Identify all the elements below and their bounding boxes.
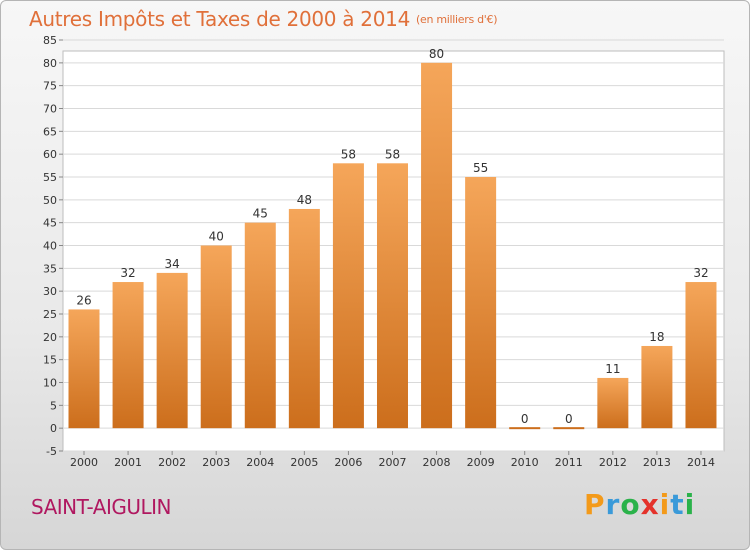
y-tick-label: 15 — [43, 354, 57, 367]
y-tick-label: 70 — [43, 103, 57, 116]
data-label: 48 — [297, 193, 312, 207]
bar — [200, 245, 232, 429]
data-label: 45 — [253, 207, 268, 221]
x-tick-label: 2012 — [599, 456, 627, 469]
x-tick-label: 2013 — [643, 456, 671, 469]
y-tick-label: 35 — [43, 262, 57, 275]
y-tick-label: 85 — [43, 34, 57, 47]
data-label: 58 — [385, 147, 400, 161]
logo-letter: P — [584, 488, 606, 521]
bar — [156, 272, 188, 429]
data-label: 34 — [164, 257, 179, 271]
y-tick-label: 60 — [43, 148, 57, 161]
y-tick-label: 0 — [50, 422, 57, 435]
y-tick-label: 25 — [43, 308, 57, 321]
y-tick-label: -5 — [46, 445, 57, 458]
bar — [509, 427, 541, 430]
x-tick-label: 2008 — [423, 456, 451, 469]
y-tick-label: 40 — [43, 240, 57, 253]
bar — [112, 282, 144, 429]
bar — [68, 309, 100, 429]
y-tick-label: 45 — [43, 217, 57, 230]
unit-note: (en milliers d'€) — [416, 13, 498, 26]
y-tick-label: 20 — [43, 331, 57, 344]
data-label: 80 — [429, 47, 444, 61]
y-tick-label: 75 — [43, 80, 57, 93]
data-label: 0 — [565, 412, 573, 426]
x-tick-label: 2003 — [202, 456, 230, 469]
y-tick-label: 55 — [43, 171, 57, 184]
bar — [553, 427, 585, 430]
bar — [641, 345, 673, 429]
bar — [244, 222, 276, 429]
logo-letter: o — [620, 488, 641, 521]
x-tick-label: 2000 — [70, 456, 98, 469]
data-label: 0 — [521, 412, 529, 426]
bar — [376, 163, 408, 429]
logo-letter: r — [605, 488, 621, 521]
y-tick-label: 30 — [43, 285, 57, 298]
x-tick-label: 2007 — [378, 456, 406, 469]
y-tick-label: 10 — [43, 377, 57, 390]
x-tick-label: 2001 — [114, 456, 142, 469]
data-label: 40 — [209, 230, 224, 244]
data-label: 32 — [693, 266, 708, 280]
bar — [465, 177, 497, 429]
bar — [685, 282, 717, 429]
data-label: 55 — [473, 161, 488, 175]
data-label: 58 — [341, 147, 356, 161]
x-tick-label: 2014 — [687, 456, 715, 469]
y-tick-label: 65 — [43, 125, 57, 138]
x-tick-label: 2009 — [467, 456, 495, 469]
x-tick-label: 2011 — [555, 456, 583, 469]
logo-letter: x — [640, 488, 660, 521]
proxiti-logo: Proxiti — [584, 488, 695, 521]
x-tick-label: 2002 — [158, 456, 186, 469]
chart-title: Autres Impôts et Taxes de 2000 à 2014 (en… — [29, 7, 498, 31]
bar — [332, 163, 364, 429]
y-tick-label: 80 — [43, 57, 57, 70]
logo-letter: t — [670, 488, 685, 521]
bar — [288, 208, 320, 429]
y-tick-label: 50 — [43, 194, 57, 207]
x-tick-label: 2006 — [334, 456, 362, 469]
bar — [597, 377, 629, 429]
data-label: 11 — [605, 362, 620, 376]
commune-name: SAINT-AIGULIN — [31, 495, 171, 519]
data-label: 26 — [76, 293, 91, 307]
x-tick-label: 2005 — [290, 456, 318, 469]
bar — [421, 62, 453, 429]
data-label: 32 — [120, 266, 135, 280]
logo-letter: i — [684, 488, 696, 521]
data-label: 18 — [649, 330, 664, 344]
x-tick-label: 2004 — [246, 456, 274, 469]
y-tick-label: 5 — [50, 399, 57, 412]
x-tick-label: 2010 — [511, 456, 539, 469]
logo-letter: i — [659, 488, 671, 521]
